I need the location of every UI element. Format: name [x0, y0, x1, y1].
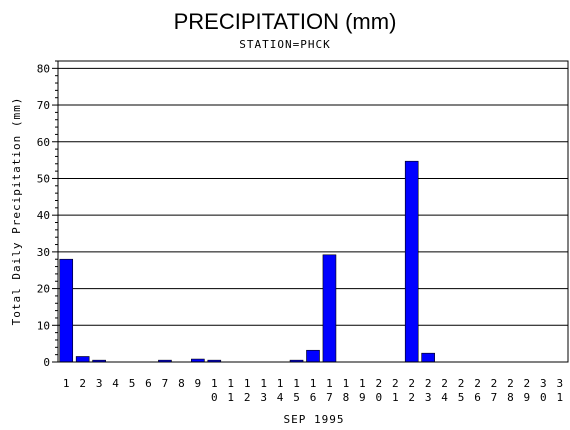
bar-day-2	[75, 356, 90, 363]
y-tick-label: 80	[37, 62, 50, 75]
gridlines	[58, 67, 568, 326]
x-tick-label: 1	[63, 377, 70, 390]
y-tick-label: 30	[37, 246, 50, 259]
x-tick-label: 2	[79, 377, 86, 390]
chart-title: PRECIPITATION (mm)	[174, 9, 397, 34]
x-tick-label: 9	[195, 377, 202, 390]
x-tick-label: 8	[178, 377, 185, 390]
x-axis: 1 2 3 4 5 6 7 8 9 1 01 11 21 31 41 51 61 71 81 92 02 12 22 32 42…	[63, 377, 563, 404]
x-tick-label: 7	[162, 377, 169, 390]
chart-subtitle: STATION=PHCK	[239, 38, 330, 51]
bar-day-22	[404, 160, 419, 363]
x-tick-label: 5	[129, 377, 136, 390]
y-tick-label: 0	[43, 356, 50, 369]
bar-day-16	[306, 349, 320, 363]
y-tick-label: 10	[37, 319, 50, 332]
bar-day-1	[59, 258, 74, 363]
x-tick-label: 4	[112, 377, 119, 390]
y-axis: 0 10 20 30 40 50 60 70 80	[37, 60, 58, 369]
y-tick-label: 20	[37, 283, 50, 296]
bar-day-23	[421, 352, 435, 363]
y-tick-label: 70	[37, 99, 50, 112]
y-tick-label: 40	[37, 209, 50, 222]
bar-day-17	[322, 254, 337, 363]
x-axis-label: SEP 1995	[284, 413, 345, 426]
y-axis-label: Total Daily Precipitation (mm)	[10, 97, 23, 326]
plot-frame	[57, 60, 569, 363]
y-tick-label: 50	[37, 172, 50, 185]
x-tick-label: 6	[145, 377, 152, 390]
bars	[59, 160, 435, 363]
x-tick-label: 3	[96, 377, 103, 390]
y-tick-label: 60	[37, 136, 50, 149]
